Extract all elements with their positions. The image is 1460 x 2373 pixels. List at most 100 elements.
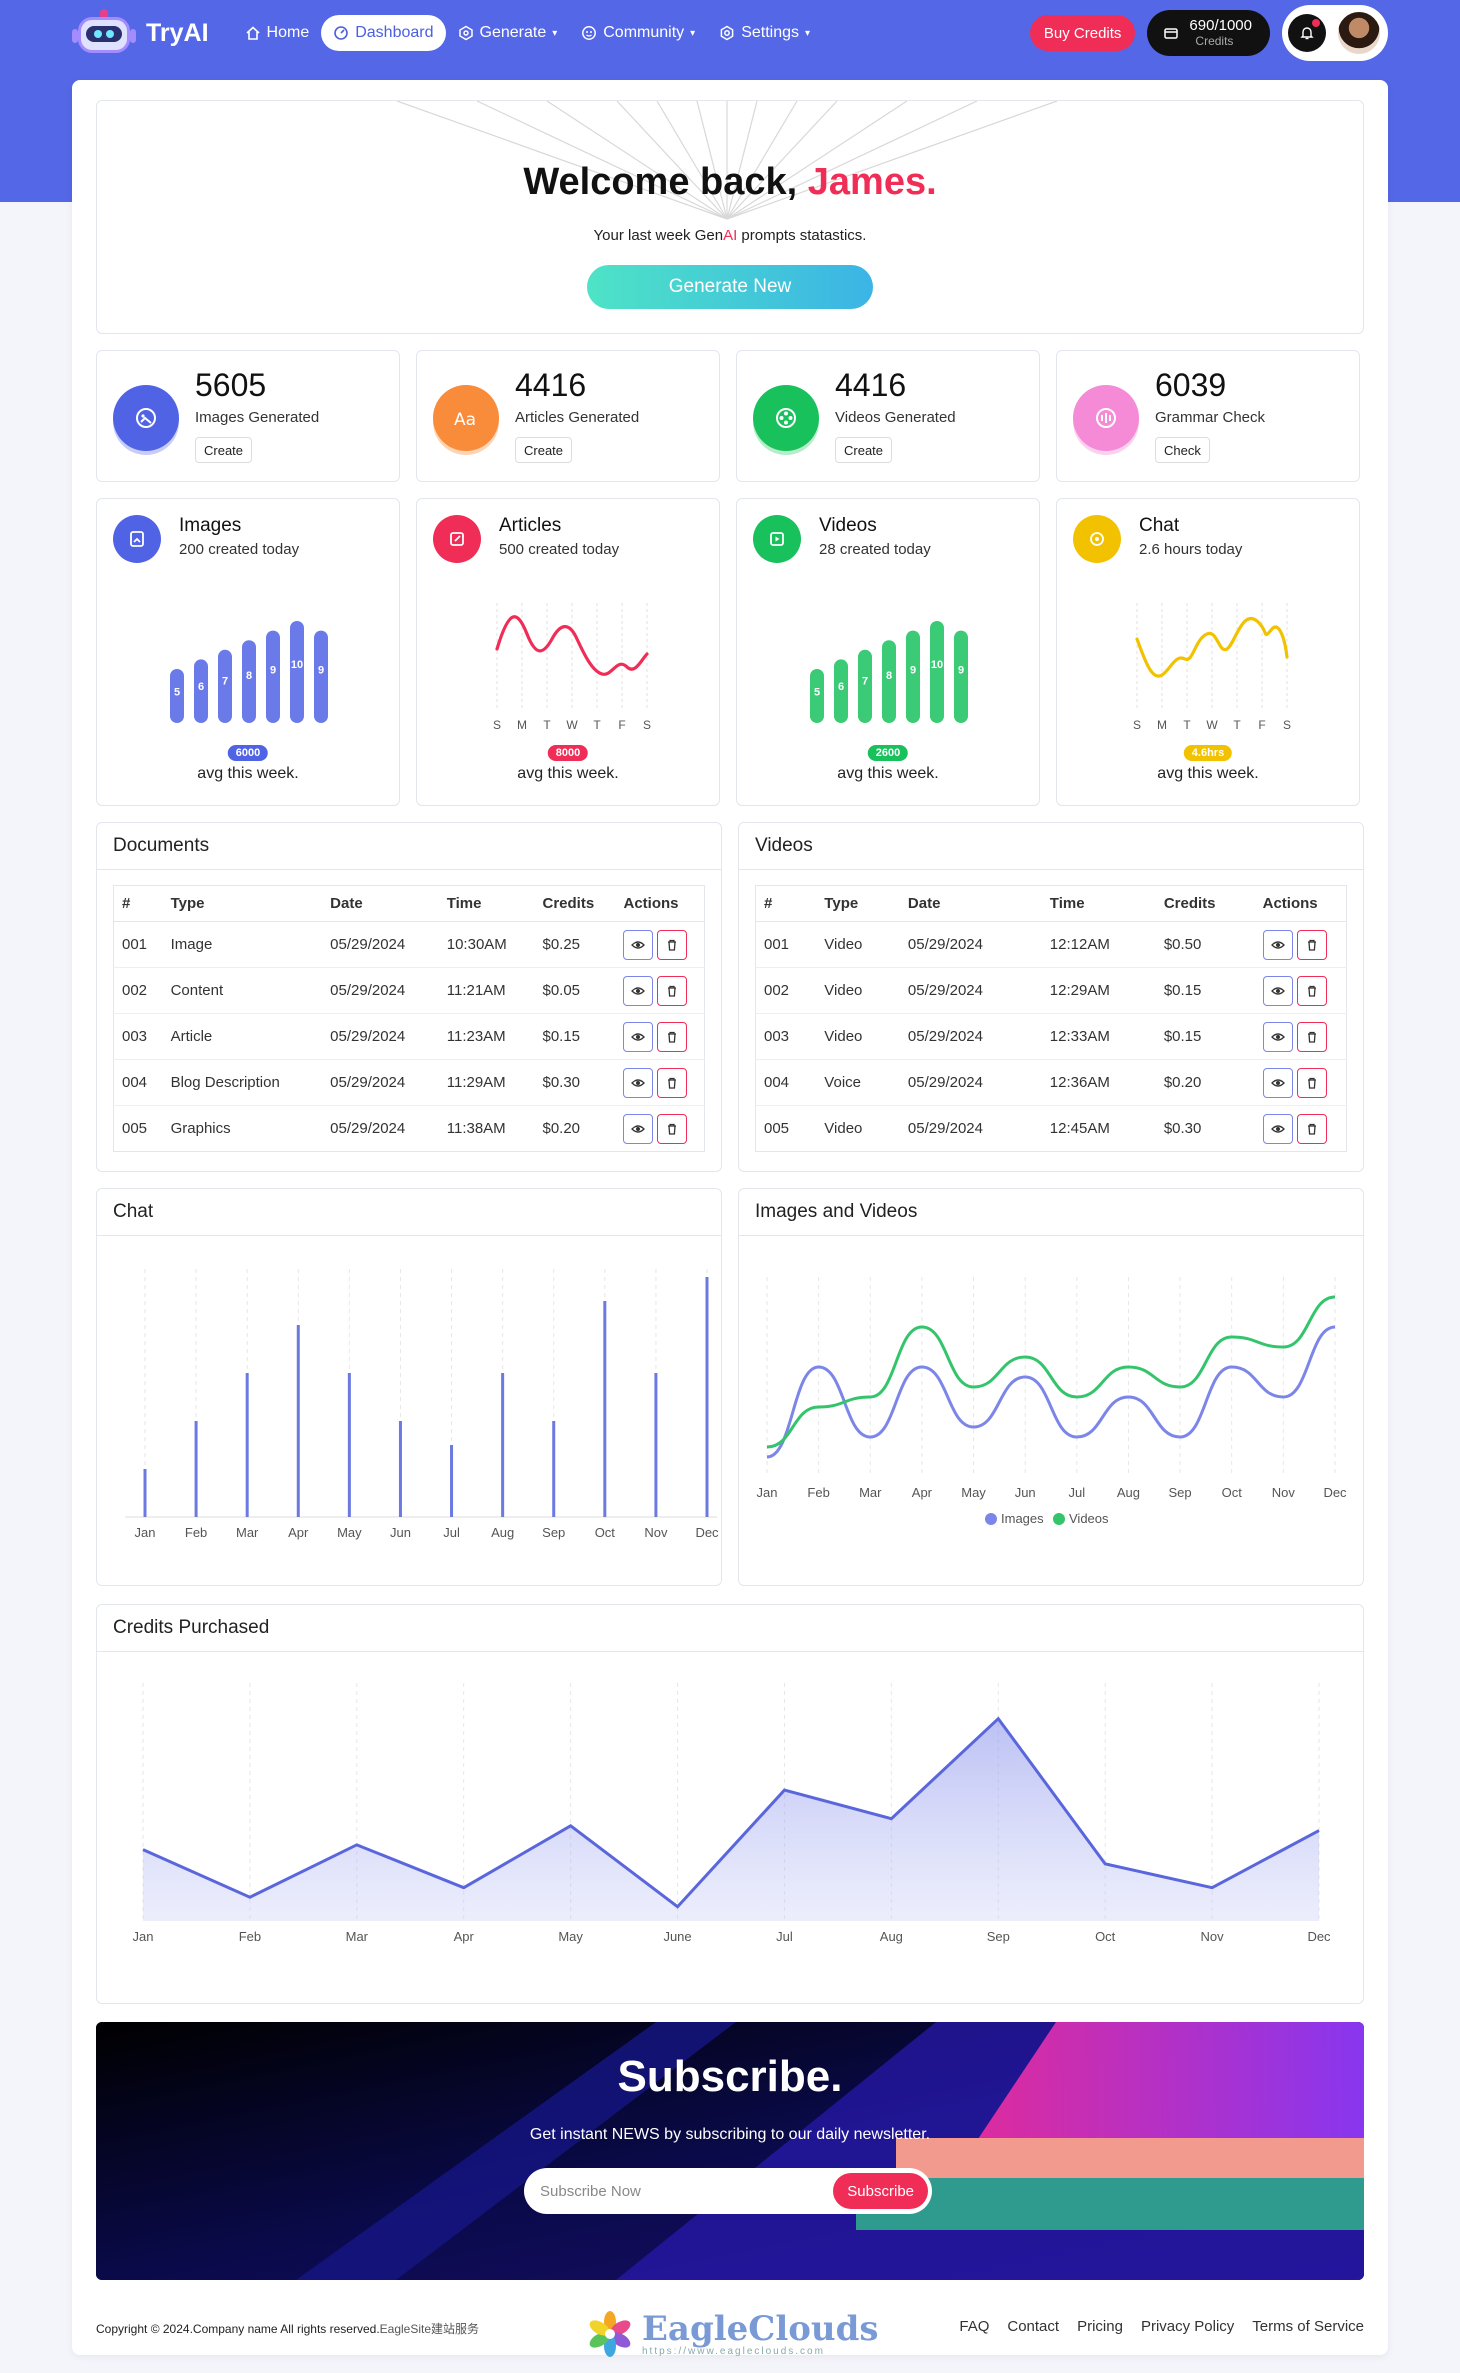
column-header[interactable]: Type <box>162 885 323 922</box>
view-button[interactable] <box>1262 1021 1293 1052</box>
subscribe-email-input[interactable] <box>540 2182 834 2200</box>
view-button[interactable] <box>623 975 654 1006</box>
view-button[interactable] <box>1262 929 1293 960</box>
chat-icon <box>1073 515 1121 563</box>
delete-button[interactable] <box>1296 1113 1327 1144</box>
delete-button[interactable] <box>1296 929 1327 960</box>
credit-link[interactable]: EagleSite建站服务 <box>379 2322 480 2336</box>
table-row: 005 Video 05/29/2024 12:45AM $0.30 <box>756 1106 1347 1152</box>
table-row: 002 Video 05/29/2024 12:29AM $0.15 <box>755 967 1347 1014</box>
table-cell: Content <box>162 967 323 1014</box>
table-cell: Blog Description <box>162 1059 323 1106</box>
view-button[interactable] <box>1262 1113 1293 1144</box>
bar-label: 6 <box>838 681 844 693</box>
delete-button[interactable] <box>657 929 688 960</box>
grammar-check-button[interactable]: Check <box>1155 437 1210 463</box>
trash-icon <box>1307 939 1316 951</box>
column-header[interactable]: Actions <box>615 885 705 922</box>
footer-link-privacy[interactable]: Privacy Policy <box>1140 2318 1235 2335</box>
buy-credits-button[interactable]: Buy Credits <box>1029 15 1136 51</box>
table-header-row: # Type Date Time Credits Actions <box>113 885 705 922</box>
x-tick-label: Jan <box>133 1929 154 1944</box>
x-tick-label: Oct <box>595 1525 616 1540</box>
day-label: T <box>1183 718 1191 732</box>
view-button[interactable] <box>623 1113 654 1144</box>
column-header[interactable]: # <box>755 885 817 922</box>
create-video-button[interactable]: Create <box>835 437 893 463</box>
column-header[interactable]: Date <box>322 885 439 922</box>
x-tick-label: Aug <box>491 1525 514 1540</box>
nav-settings[interactable]: Settings ▾ <box>707 15 822 51</box>
delete-button[interactable] <box>1296 1067 1327 1098</box>
nav-dashboard[interactable]: Dashboard <box>321 15 446 51</box>
images-videos-chart-card: Images and Videos Jan Feb Mar Apr May Jun Jul A… <box>738 1188 1364 1586</box>
delete-button[interactable] <box>657 975 688 1006</box>
day-label: F <box>1258 718 1265 732</box>
footer-link-faq[interactable]: FAQ <box>959 2318 990 2335</box>
column-header[interactable]: Credits <box>534 885 616 922</box>
nav-home-label: Home <box>266 24 310 41</box>
chart-title: Images and Videos <box>755 1201 918 1222</box>
view-button[interactable] <box>623 1067 654 1098</box>
column-header[interactable]: Date <box>899 885 1042 922</box>
text-font-icon: Aa <box>433 385 499 451</box>
column-header[interactable]: Time <box>1041 885 1156 922</box>
table-cell: 12:45AM <box>1049 1120 1110 1137</box>
avg-label: avg this week. <box>517 765 619 782</box>
view-button[interactable] <box>623 929 654 960</box>
column-header[interactable]: Time <box>438 885 535 922</box>
subscribe-button[interactable]: Subscribe <box>833 2173 928 2209</box>
column-header[interactable]: Credits <box>1155 885 1255 922</box>
day-label: S <box>1133 718 1141 732</box>
create-image-button[interactable]: Create <box>195 437 253 463</box>
bar <box>552 1421 556 1517</box>
delete-button[interactable] <box>657 1113 688 1144</box>
table-cell: $0.20 <box>1155 1059 1255 1106</box>
notification-button[interactable] <box>1288 14 1326 52</box>
nav-community[interactable]: Community ▾ <box>569 15 707 51</box>
chevron-down-icon: ▾ <box>552 27 558 39</box>
view-button[interactable] <box>623 1021 654 1052</box>
x-tick-label: Apr <box>288 1525 309 1540</box>
bar <box>194 1421 198 1517</box>
brand[interactable]: TryAI <box>72 9 209 57</box>
table-row: 002 Content 05/29/2024 11:21AM $0.05 <box>113 967 705 1014</box>
documents-table: # Type Date Time Credits Actions 001 Image 05/2… <box>113 885 705 1152</box>
svg-text:Aa: Aa <box>454 410 476 430</box>
avatar[interactable] <box>1336 10 1382 56</box>
nav-community-label: Community <box>603 24 685 41</box>
avg-badge: 2600 <box>867 745 909 761</box>
column-header[interactable]: Actions <box>1254 885 1347 922</box>
footer-link-pricing[interactable]: Pricing <box>1077 2318 1123 2335</box>
credits-balance[interactable]: 690/1000 Credits <box>1147 10 1270 56</box>
chat-bar-chart: Jan Feb Mar Apr May Jun Jul Aug Sep Oct Nov Dec <box>125 1269 719 1540</box>
delete-button[interactable] <box>657 1021 688 1052</box>
view-button[interactable] <box>1262 975 1293 1006</box>
create-article-button[interactable]: Create <box>515 437 573 463</box>
table-cell: 12:36AM <box>1041 1059 1156 1106</box>
decorative-rays <box>396 101 1058 220</box>
delete-button[interactable] <box>657 1067 688 1098</box>
footer-link-terms[interactable]: Terms of Service <box>1252 2318 1364 2335</box>
column-header[interactable]: # <box>113 885 163 922</box>
robot-logo-icon <box>72 9 136 57</box>
nav-generate[interactable]: Generate ▾ <box>446 15 570 51</box>
table-cell: 05/29/2024 <box>322 1013 439 1060</box>
table-cell: 003 <box>755 1013 817 1060</box>
bar-label: 9 <box>270 664 276 676</box>
table-cell: 001 <box>755 921 817 968</box>
delete-button[interactable] <box>1296 975 1327 1006</box>
view-button[interactable] <box>1262 1067 1293 1098</box>
footer-link-contact[interactable]: Contact <box>1007 2318 1060 2335</box>
bar <box>882 640 896 723</box>
column-header[interactable]: Type <box>816 885 900 922</box>
legend-label: Videos <box>1069 1511 1109 1526</box>
play-icon <box>753 515 801 563</box>
delete-button[interactable] <box>1296 1021 1327 1052</box>
nav-home[interactable]: Home <box>233 15 322 51</box>
bar <box>245 1373 249 1517</box>
table-cell: $0.30 <box>534 1059 616 1106</box>
bar <box>954 630 968 723</box>
generate-new-button[interactable]: Generate New <box>587 265 873 309</box>
